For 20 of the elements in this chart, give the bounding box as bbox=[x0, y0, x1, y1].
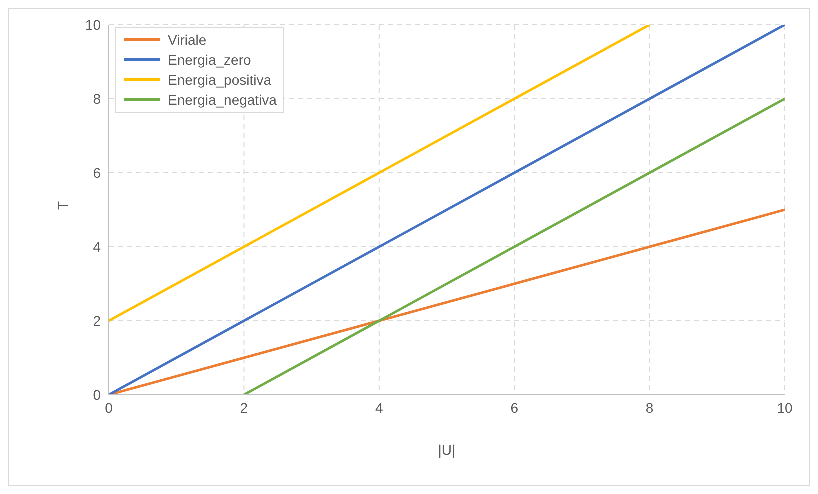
legend-label: Energia_positiva bbox=[168, 71, 272, 90]
x-tick-label: 4 bbox=[376, 400, 384, 416]
line-series bbox=[109, 25, 785, 395]
y-tick-label: 0 bbox=[93, 386, 102, 403]
legend-label: Viriale bbox=[168, 31, 207, 50]
y-tick-label: 6 bbox=[93, 164, 102, 181]
line-series bbox=[109, 25, 652, 322]
y-axis-title: T bbox=[54, 201, 71, 210]
x-tick-label: 8 bbox=[646, 400, 654, 416]
x-tick-label: 0 bbox=[105, 400, 114, 416]
x-tick-label: 6 bbox=[510, 400, 519, 416]
x-axis-title: |U| bbox=[438, 442, 456, 458]
y-tick-label: 2 bbox=[93, 312, 102, 329]
y-tick-label: 4 bbox=[93, 238, 102, 255]
x-tick-label: 10 bbox=[777, 400, 793, 416]
legend-label: Energia_negativa bbox=[168, 91, 277, 110]
legend-label: Energia_zero bbox=[168, 51, 252, 70]
y-tick-label: 10 bbox=[85, 16, 102, 33]
x-tick-label: 2 bbox=[240, 400, 248, 416]
y-tick-label: 8 bbox=[93, 90, 102, 107]
